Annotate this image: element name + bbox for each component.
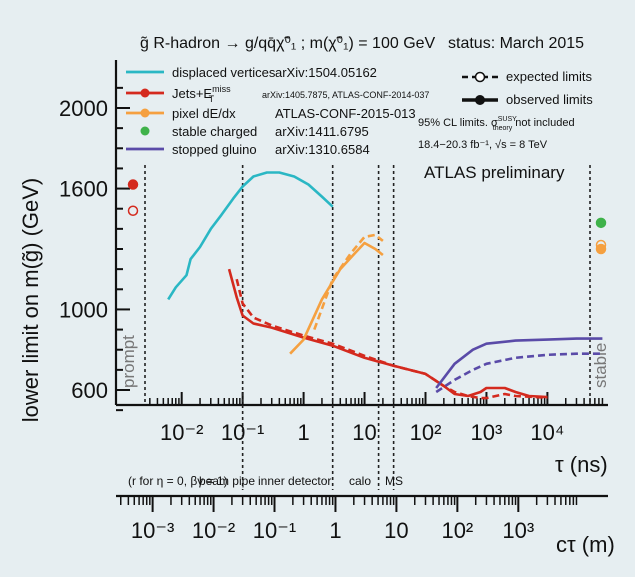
series-line-stop_obs — [435, 337, 603, 389]
y-axis-label: lower limit on m(g̃) (GeV) — [18, 178, 43, 422]
y-tick-label: 2000 — [59, 96, 108, 121]
svg-text:arXiv:1411.6795: arXiv:1411.6795 — [275, 124, 369, 139]
legend-entry: stopped gluino arXiv:1310.6584 — [126, 142, 370, 157]
marker-prompt_exp — [127, 205, 139, 216]
svg-text:displaced vertices: displaced vertices — [172, 65, 276, 80]
x-axis-label-ctau: cτ (m) — [556, 532, 615, 557]
legend-note-cl: 95% CL limits. σSUSY theory not included — [418, 116, 575, 132]
region-label-stable: stable — [591, 343, 610, 388]
x-tick-label-tau: 10 — [352, 420, 376, 445]
region-label-calo: calo — [349, 474, 371, 488]
legend: ATLAS preliminary expected limits observ… — [418, 69, 593, 182]
series-line-stop_exp — [435, 352, 603, 394]
x-tick-label-ctau: 1 — [329, 518, 341, 543]
x-tick-label-ctau: 10⁻² — [192, 518, 235, 543]
x-tick-label-ctau: 10 — [384, 518, 408, 543]
x-tick-label-tau: 10² — [410, 420, 442, 445]
legend-entry: stable charged arXiv:1411.6795 — [140, 124, 369, 139]
svg-text:pixel dE/dx: pixel dE/dx — [172, 106, 236, 121]
x-tick-label-tau: 1 — [297, 420, 309, 445]
marker-stable_green — [595, 217, 607, 229]
region-label-beampipe: beam pipe — [199, 474, 255, 488]
y-tick-label: 1000 — [59, 297, 108, 322]
region-label-prompt: prompt — [119, 335, 138, 388]
legend-note-lumi: 18.4−20.3 fb⁻¹, √s = 8 TeV — [418, 139, 548, 151]
marker-prompt_obs — [127, 179, 139, 190]
y-tick-label: 1600 — [59, 177, 108, 202]
svg-text:stopped gluino: stopped gluino — [172, 142, 257, 157]
region-label-inner: inner detector — [258, 474, 331, 488]
x-tick-label-ctau: 10⁻¹ — [253, 518, 296, 543]
legend-observed: observed limits — [506, 92, 593, 107]
x-tick-label-ctau: 10² — [441, 518, 473, 543]
legend-entry: Jets+Emiss T arXiv:1405.7875, ATLAS-CONF-2… — [126, 84, 429, 104]
series-line-dv — [167, 171, 334, 301]
svg-text:arXiv:1504.05162: arXiv:1504.05162 — [275, 65, 377, 80]
status-text: status: March 2015 — [448, 35, 584, 52]
svg-text:stable charged: stable charged — [172, 124, 257, 139]
series-line-jets_exp — [235, 278, 548, 400]
x-tick-label-tau: 10⁻² — [160, 420, 203, 445]
legend-entry: pixel dE/dx ATLAS-CONF-2015-013 — [126, 106, 416, 121]
legend-expected: expected limits — [506, 69, 592, 84]
x-axis-label-tau: τ (ns) — [555, 452, 608, 477]
svg-text:ATLAS-CONF-2015-013: ATLAS-CONF-2015-013 — [275, 106, 416, 121]
x-tick-label-tau: 10³ — [471, 420, 503, 445]
conversion-note: (r for η = 0, βγ = 1) — [128, 474, 228, 488]
series-line-pix_obs — [289, 241, 384, 355]
chart-title: g̃ R-hadron → g/qq̄χ̃⁰₁ ; m(χ̃⁰₁) = 100 … — [140, 35, 436, 52]
legend-atlas: ATLAS preliminary — [424, 163, 565, 182]
x-tick-label-tau: 10⁴ — [530, 420, 564, 445]
x-tick-label-ctau: 10⁻³ — [131, 518, 174, 543]
series-line-pix_exp — [313, 233, 384, 331]
region-label-ms: MS — [385, 474, 403, 488]
svg-text:arXiv:1405.7875, ATLAS-CONF-20: arXiv:1405.7875, ATLAS-CONF-2014-037 — [262, 90, 429, 100]
y-tick-label: 600 — [71, 378, 108, 403]
x-tick-label-ctau: 10³ — [502, 518, 534, 543]
svg-text:arXiv:1310.6584: arXiv:1310.6584 — [275, 142, 370, 157]
marker-stable_orange_obs — [595, 243, 607, 255]
legend-entry: displaced vertices arXiv:1504.05162 — [126, 65, 377, 80]
